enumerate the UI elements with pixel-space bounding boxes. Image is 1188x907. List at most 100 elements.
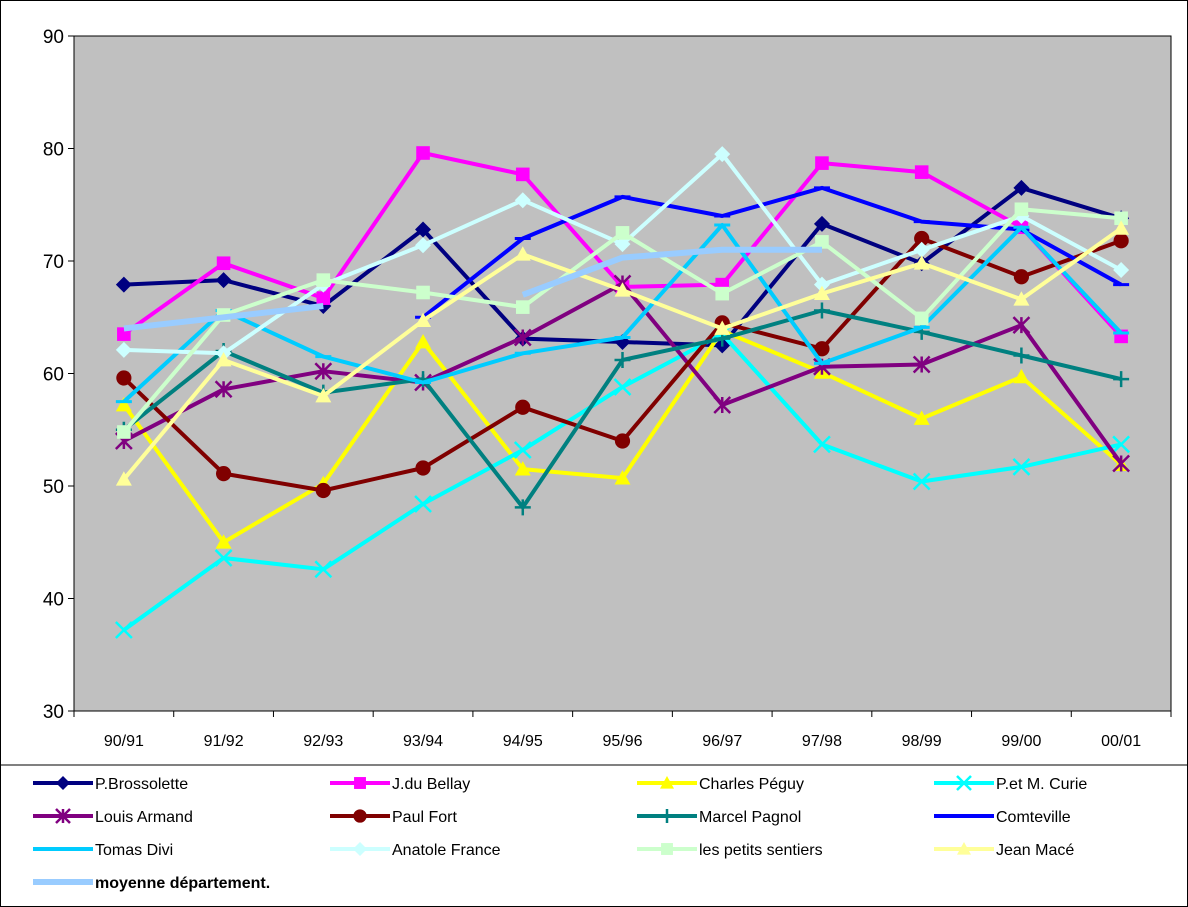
legend-item: Jean Macé bbox=[934, 842, 1074, 859]
data-point bbox=[714, 146, 731, 163]
data-point bbox=[115, 276, 132, 293]
data-point bbox=[912, 355, 931, 374]
data-point bbox=[1013, 269, 1030, 285]
x-tick-label: 95/96 bbox=[602, 733, 642, 750]
data-point bbox=[660, 776, 674, 789]
data-point bbox=[214, 549, 233, 567]
legend-label: Jean Macé bbox=[996, 842, 1074, 859]
data-point bbox=[912, 472, 931, 491]
x-tick-label: 91/92 bbox=[204, 733, 244, 750]
data-point bbox=[353, 842, 367, 856]
series-13 bbox=[123, 246, 822, 332]
data-point bbox=[354, 777, 366, 789]
data-point bbox=[1013, 179, 1030, 196]
data-point bbox=[614, 352, 631, 368]
legend-label: Charles Péguy bbox=[699, 776, 804, 793]
y-tick-label: 40 bbox=[43, 590, 64, 611]
data-point bbox=[216, 256, 231, 271]
legend-label: P.et M. Curie bbox=[996, 776, 1087, 793]
legend-item: Paul Fort bbox=[330, 809, 457, 826]
series-line bbox=[123, 246, 822, 332]
plot-area bbox=[73, 35, 1172, 712]
data-point bbox=[1013, 368, 1030, 384]
series-12 bbox=[115, 220, 1130, 486]
data-point bbox=[514, 246, 531, 261]
legend-item: Marcel Pagnol bbox=[637, 809, 801, 826]
data-point bbox=[913, 241, 930, 258]
x-tick-label: 90/91 bbox=[104, 733, 144, 750]
y-tick-label: 90 bbox=[43, 27, 64, 48]
data-point bbox=[660, 809, 674, 823]
y-tick-label: 70 bbox=[43, 252, 64, 273]
data-point bbox=[813, 215, 830, 232]
data-point bbox=[416, 146, 430, 160]
data-point bbox=[1012, 457, 1031, 476]
data-point bbox=[956, 775, 972, 791]
legend-label: Tomas Divi bbox=[95, 842, 173, 859]
legend-item: Charles Péguy bbox=[637, 776, 804, 793]
data-point bbox=[115, 341, 132, 358]
data-point bbox=[315, 482, 331, 499]
data-point bbox=[514, 499, 531, 516]
data-point bbox=[214, 380, 233, 399]
data-point bbox=[1014, 202, 1029, 217]
data-point bbox=[117, 425, 131, 439]
y-tick-label: 50 bbox=[43, 477, 64, 498]
legend-label: Marcel Pagnol bbox=[699, 809, 801, 826]
legend-label: moyenne département. bbox=[95, 875, 270, 892]
x-tick-label: 94/95 bbox=[503, 733, 543, 750]
data-point bbox=[315, 388, 332, 403]
legend-item: P.et M. Curie bbox=[934, 775, 1087, 793]
data-point bbox=[1012, 316, 1031, 335]
data-point bbox=[1114, 211, 1128, 226]
data-point bbox=[353, 809, 367, 823]
data-point bbox=[914, 311, 929, 326]
data-point bbox=[815, 235, 829, 249]
data-point bbox=[1113, 262, 1130, 278]
data-point bbox=[814, 341, 830, 357]
legend-item: Louis Armand bbox=[33, 808, 193, 826]
x-tick-label: 00/01 bbox=[1101, 733, 1141, 750]
data-point bbox=[115, 397, 132, 412]
data-point bbox=[215, 466, 232, 482]
data-point bbox=[913, 255, 930, 270]
y-tick-label: 30 bbox=[43, 702, 64, 723]
x-tick-label: 93/94 bbox=[403, 733, 443, 750]
legend-label: les petits sentiers bbox=[699, 842, 823, 859]
legend-item: J.du Bellay bbox=[330, 776, 470, 793]
legend-item: Comteville bbox=[934, 809, 1071, 826]
data-point bbox=[415, 221, 432, 238]
data-point bbox=[415, 334, 432, 349]
data-point bbox=[215, 534, 232, 549]
x-tick-label: 92/93 bbox=[303, 733, 343, 750]
x-axis: 90/91 91/92 92/93 93/94 94/95 95/96 96/97 97/98… bbox=[73, 711, 1172, 750]
data-point bbox=[1113, 371, 1130, 388]
data-point bbox=[515, 300, 530, 314]
series-layer bbox=[114, 146, 1131, 639]
data-point bbox=[813, 435, 831, 454]
data-point bbox=[615, 226, 630, 240]
data-point bbox=[1113, 220, 1130, 235]
data-point bbox=[957, 842, 971, 855]
data-point bbox=[813, 285, 830, 301]
legend-label: P.Brossolette bbox=[95, 776, 188, 793]
data-point bbox=[813, 276, 830, 293]
data-point bbox=[415, 460, 431, 476]
legend: P.Brossolette J.du Bellay Charles Péguy P.e… bbox=[1, 764, 1187, 892]
legend-label: Anatole France bbox=[392, 842, 501, 859]
data-point bbox=[414, 495, 432, 513]
x-tick-label: 96/97 bbox=[702, 733, 742, 750]
data-point bbox=[416, 285, 430, 300]
data-point bbox=[815, 156, 829, 170]
data-point bbox=[415, 237, 432, 254]
data-point bbox=[115, 471, 132, 486]
legend-label: J.du Bellay bbox=[392, 776, 470, 793]
data-point bbox=[1013, 291, 1030, 306]
legend-label: Comteville bbox=[996, 809, 1071, 826]
data-point bbox=[1113, 233, 1129, 249]
data-point bbox=[514, 192, 531, 209]
legend-item: P.Brossolette bbox=[33, 776, 188, 793]
x-tick-label: 99/00 bbox=[1001, 733, 1041, 750]
data-point bbox=[713, 396, 732, 414]
